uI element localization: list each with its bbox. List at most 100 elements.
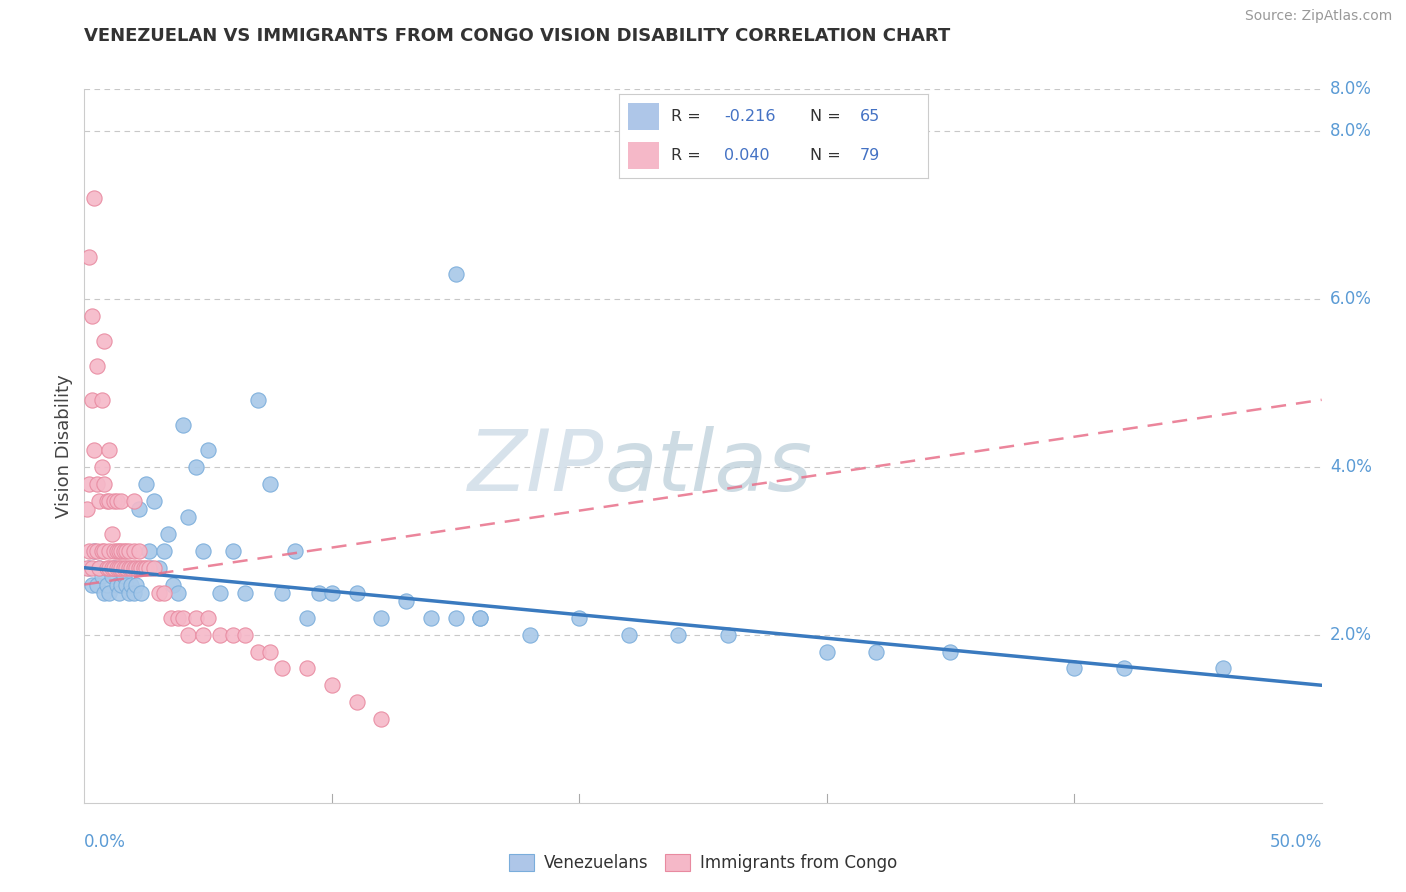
Point xyxy=(93,544,115,558)
Point xyxy=(115,560,138,574)
Point xyxy=(105,493,128,508)
Text: Source: ZipAtlas.com: Source: ZipAtlas.com xyxy=(1244,9,1392,23)
Y-axis label: Vision Disability: Vision Disability xyxy=(55,374,73,518)
Point xyxy=(128,502,150,516)
Point xyxy=(93,334,115,348)
Point xyxy=(90,392,112,407)
Point xyxy=(132,560,155,574)
Point xyxy=(271,586,294,600)
Point xyxy=(295,611,318,625)
Point xyxy=(103,560,125,574)
Point xyxy=(346,695,368,709)
Point xyxy=(93,476,115,491)
Point xyxy=(112,560,135,574)
Point xyxy=(90,460,112,475)
Point xyxy=(96,560,118,574)
Text: N =: N = xyxy=(810,109,846,124)
Point xyxy=(83,544,105,558)
Point xyxy=(128,544,150,558)
Point xyxy=(100,527,122,541)
Text: 8.0%: 8.0% xyxy=(1330,80,1372,98)
Point xyxy=(172,417,194,432)
Point xyxy=(444,267,467,281)
Text: 6.0%: 6.0% xyxy=(1330,290,1372,308)
Point xyxy=(98,560,121,574)
Point xyxy=(89,560,111,574)
Text: 0.040: 0.040 xyxy=(724,148,769,163)
Point xyxy=(419,611,441,625)
Point xyxy=(122,586,145,600)
Point xyxy=(90,544,112,558)
Point xyxy=(167,611,190,625)
Point xyxy=(128,560,150,574)
Point xyxy=(321,586,343,600)
Point xyxy=(80,392,103,407)
Text: 2.0%: 2.0% xyxy=(1330,626,1372,644)
Point xyxy=(120,577,142,591)
Point xyxy=(103,560,125,574)
Point xyxy=(259,476,281,491)
Text: 65: 65 xyxy=(860,109,880,124)
Point xyxy=(129,586,152,600)
Point xyxy=(222,544,245,558)
Text: R =: R = xyxy=(671,148,706,163)
Text: atlas: atlas xyxy=(605,425,813,509)
Point xyxy=(90,569,112,583)
Point xyxy=(79,250,101,264)
Point xyxy=(666,628,689,642)
Point xyxy=(246,645,269,659)
Point xyxy=(98,544,121,558)
Text: ZIP: ZIP xyxy=(468,425,605,509)
Text: 4.0%: 4.0% xyxy=(1330,458,1372,476)
Point xyxy=(395,594,418,608)
Point xyxy=(86,544,108,558)
Point xyxy=(86,359,108,374)
Point xyxy=(138,544,160,558)
Point xyxy=(80,577,103,591)
Point xyxy=(815,645,838,659)
Point xyxy=(197,443,219,458)
Point xyxy=(177,510,200,524)
Point xyxy=(80,309,103,323)
Point xyxy=(108,560,131,574)
Point xyxy=(470,611,492,625)
Point xyxy=(142,493,165,508)
Point xyxy=(246,392,269,407)
Point xyxy=(100,569,122,583)
Point xyxy=(197,611,219,625)
Point xyxy=(157,527,180,541)
Point xyxy=(1212,661,1234,675)
Point xyxy=(162,577,184,591)
Point xyxy=(233,586,256,600)
Point xyxy=(76,502,98,516)
Point xyxy=(370,712,392,726)
Point xyxy=(105,577,128,591)
Point xyxy=(444,611,467,625)
Point xyxy=(96,493,118,508)
Point xyxy=(103,493,125,508)
FancyBboxPatch shape xyxy=(628,142,659,169)
Point xyxy=(110,544,132,558)
Point xyxy=(79,560,101,574)
Point xyxy=(98,443,121,458)
Point xyxy=(110,577,132,591)
Point xyxy=(142,560,165,574)
Point xyxy=(110,493,132,508)
Point xyxy=(470,611,492,625)
Point xyxy=(717,628,740,642)
Point xyxy=(80,560,103,574)
Point xyxy=(79,476,101,491)
Text: N =: N = xyxy=(810,148,846,163)
Point xyxy=(1112,661,1135,675)
Point xyxy=(86,577,108,591)
Point xyxy=(271,661,294,675)
Point xyxy=(79,544,101,558)
Point xyxy=(321,678,343,692)
Point xyxy=(177,628,200,642)
Point xyxy=(83,191,105,205)
Point xyxy=(152,586,174,600)
Point xyxy=(122,560,145,574)
Text: R =: R = xyxy=(671,109,706,124)
Point xyxy=(115,577,138,591)
Point xyxy=(295,661,318,675)
